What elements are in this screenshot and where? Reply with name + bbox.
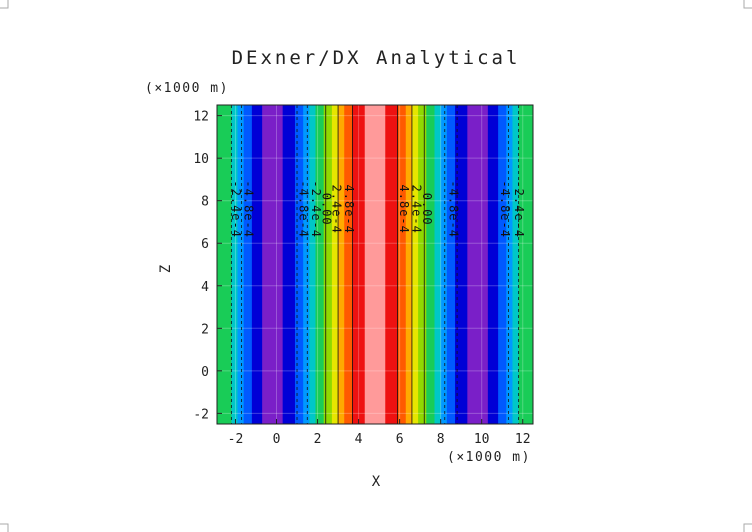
x-tick-label-2: 2 [314, 432, 322, 447]
chart-title: DExner/DX Analytical [232, 47, 521, 69]
contour-labels: -2.4e-4-4.8e-4 -4.8e-4-2.4e-40.002.4e-44.… [229, 180, 526, 238]
y-tick-label-5: 8 [201, 195, 209, 210]
contour-lines [230, 105, 520, 424]
contour-label-7: 4.8e-4 [397, 185, 411, 234]
heatmap-band-30 [506, 105, 513, 424]
heatmap-band-8 [303, 105, 310, 424]
heatmap-band-29 [498, 105, 507, 424]
heatmap-band-13 [338, 105, 345, 424]
plot-frame [216, 104, 534, 425]
y-tick-label-4: 6 [201, 237, 209, 252]
x-tick-label-1: 0 [273, 432, 281, 447]
y-tick-label-3: 4 [201, 280, 209, 295]
heatmap-band-16 [364, 105, 386, 424]
contour-label-4: 0.00 [319, 193, 333, 226]
x-tick-label-7: 12 [515, 432, 531, 447]
heatmap-band-23 [434, 105, 442, 424]
heatmap-band-25 [446, 105, 456, 424]
heatmap-band-32 [518, 105, 533, 424]
heatmap-band-19 [405, 105, 413, 424]
heatmap-band-1 [231, 105, 239, 424]
heatmap-band-21 [418, 105, 427, 424]
heatmap-band-9 [309, 105, 316, 424]
x-unit-label: (×1000 m) [447, 450, 531, 465]
heatmap-band-7 [294, 105, 304, 424]
y-tick-label-6: 10 [193, 152, 209, 167]
x-tick-label-0: -2 [228, 432, 244, 447]
contour-label-5: 2.4e-4 [330, 185, 344, 234]
x-tick-label-5: 8 [437, 432, 445, 447]
contour-label-0: -2.4e-4 [229, 180, 243, 238]
contour-label-2: -4.8e-4 [297, 180, 311, 238]
heatmap-band-0 [217, 105, 232, 424]
heatmap-band-12 [331, 105, 339, 424]
y-tick-label-0: -2 [193, 407, 209, 422]
heatmap-bands [217, 105, 533, 424]
contour-label-10: -4.8e-4 [446, 180, 460, 238]
contour-label-11: -4.8e-4 [498, 180, 512, 238]
heatmap-band-6 [282, 105, 296, 424]
y-unit-label: (×1000 m) [145, 81, 229, 96]
heatmap-band-11 [323, 105, 333, 424]
heatmap-band-3 [243, 105, 253, 424]
heatmap-band-20 [411, 105, 419, 424]
contour-label-8: 2.4e-4 [410, 185, 424, 234]
x-tick-label-6: 10 [474, 432, 490, 447]
heatmap-band-10 [315, 105, 325, 424]
contour-label-6: 4.8e-4 [342, 185, 356, 234]
y-tick-label-1: 0 [201, 365, 209, 380]
y-axis-label: Z [158, 265, 174, 273]
x-axis-ticks: -2 0 2 4 6 8 10 12 [228, 419, 531, 447]
heatmap-band-17 [385, 105, 399, 424]
heatmap-band-15 [352, 105, 366, 424]
heatmap-band-22 [426, 105, 436, 424]
x-tick-label-4: 6 [396, 432, 404, 447]
x-tick-label-3: 4 [355, 432, 363, 447]
contour-label-1: -4.8e-4 [241, 180, 255, 238]
heatmap-band-26 [455, 105, 468, 424]
y-tick-label-7: 12 [193, 110, 209, 125]
heatmap-band-18 [397, 105, 407, 424]
heatmap-band-31 [512, 105, 520, 424]
heatmap-band-14 [344, 105, 353, 424]
x-axis-label: X [372, 474, 381, 490]
heatmap-band-24 [440, 105, 448, 424]
heatmap-band-5 [262, 105, 284, 424]
y-tick-label-2: 2 [201, 322, 209, 337]
heatmap-band-4 [251, 105, 263, 424]
heatmap-band-27 [467, 105, 489, 424]
contour-label-3: -2.4e-4 [309, 180, 323, 238]
contour-label-12: -2.4e-4 [512, 180, 526, 238]
heatmap-band-28 [487, 105, 499, 424]
contour-label-9: 0.00 [420, 193, 434, 226]
y-axis-ticks: -2 0 2 4 6 8 10 12 [193, 110, 222, 422]
heatmap-band-2 [237, 105, 245, 424]
